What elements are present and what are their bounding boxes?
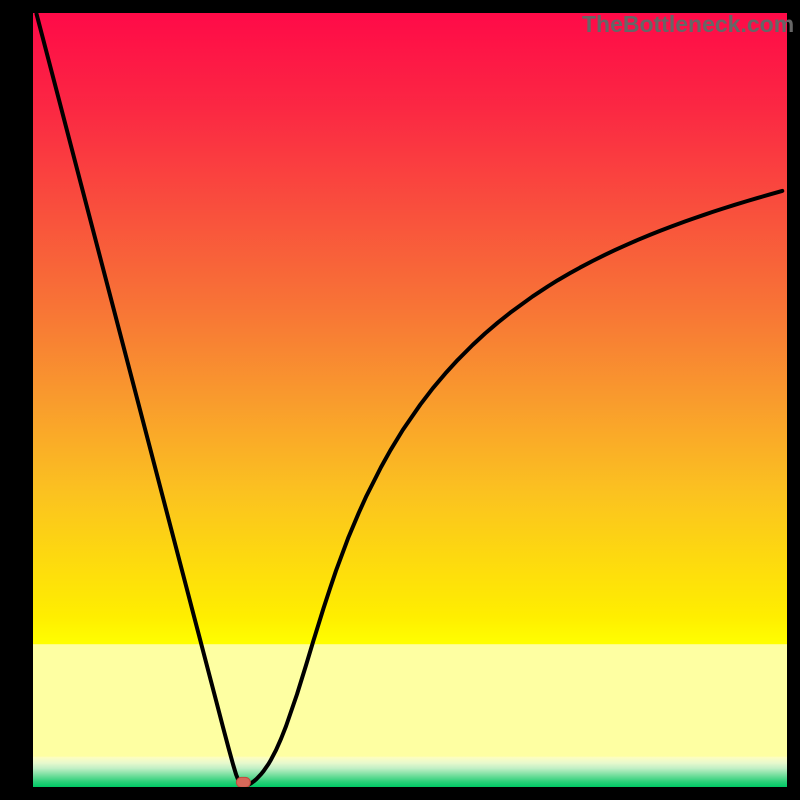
gradient-background xyxy=(33,13,787,787)
chart-svg xyxy=(33,13,787,787)
plot-area xyxy=(33,13,787,787)
minimum-marker xyxy=(236,777,250,787)
watermark-text: TheBottleneck.com xyxy=(582,11,794,38)
chart-container: TheBottleneck.com xyxy=(0,0,800,800)
